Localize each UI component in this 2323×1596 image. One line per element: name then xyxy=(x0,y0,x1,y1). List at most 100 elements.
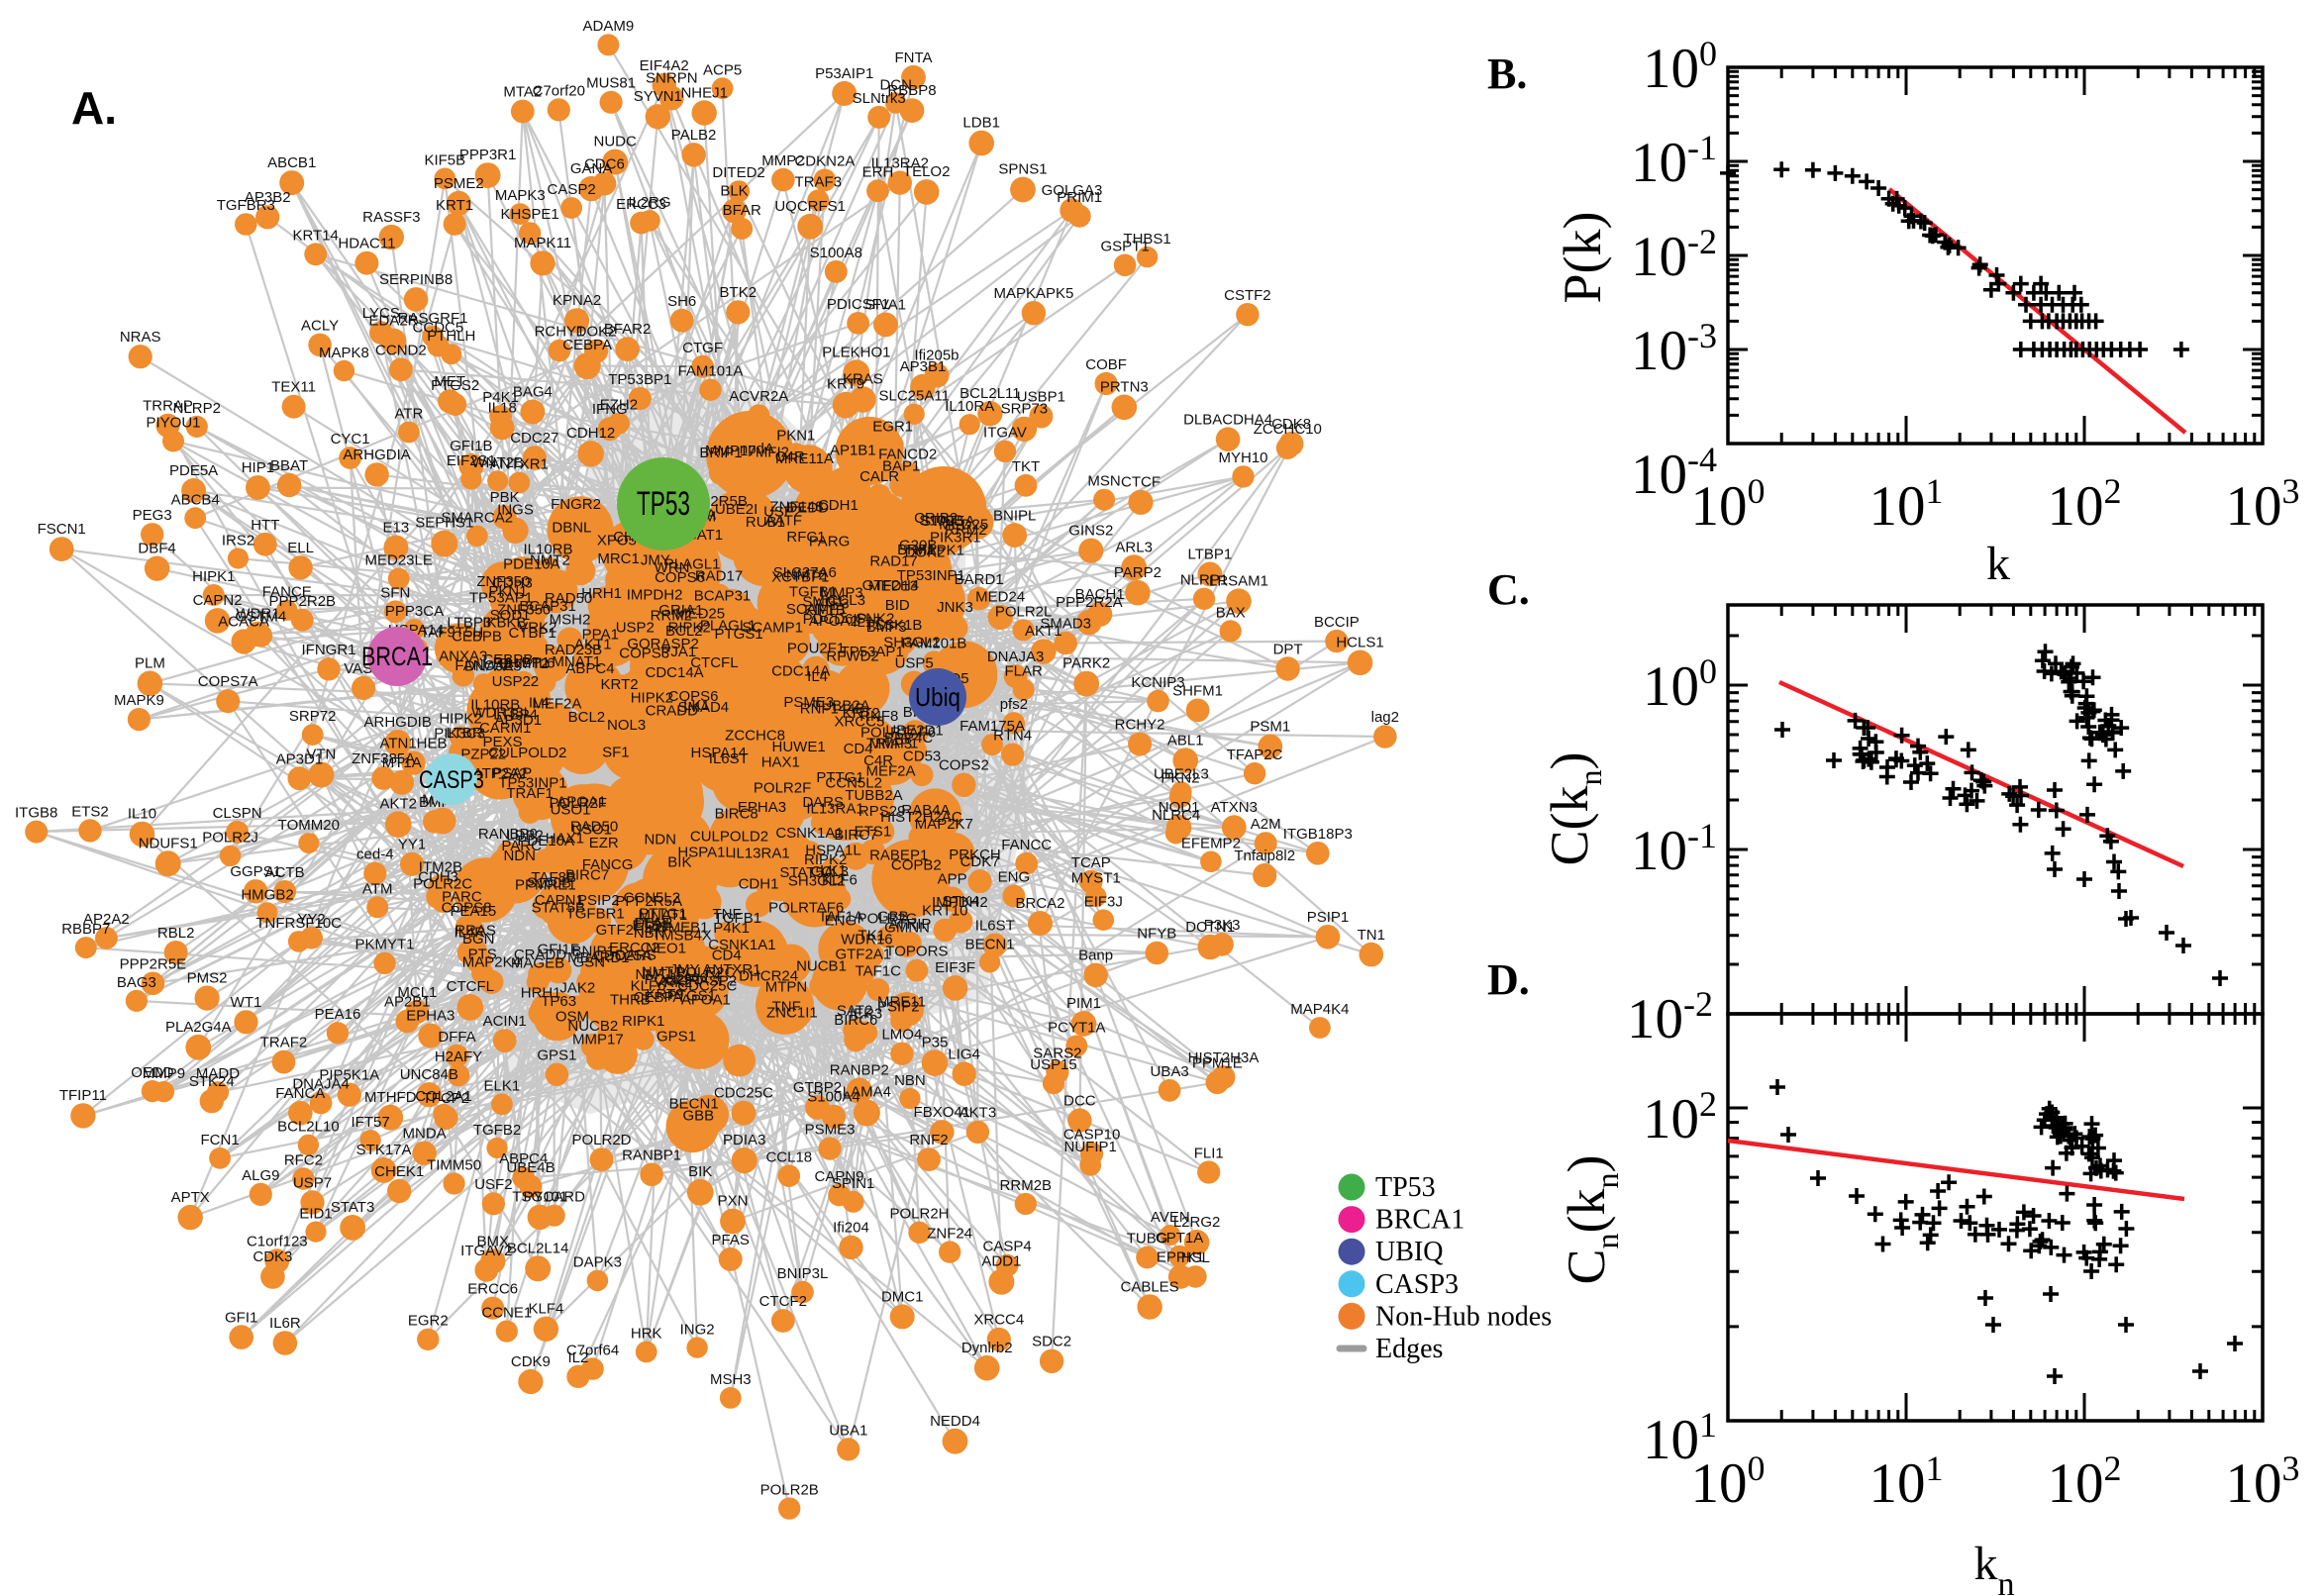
svg-text:RCHY2: RCHY2 xyxy=(1115,717,1165,734)
svg-text:UBE2D1: UBE2D1 xyxy=(885,723,943,740)
svg-text:IL13RA2: IL13RA2 xyxy=(871,154,929,171)
svg-text:COPS6: COPS6 xyxy=(655,569,705,586)
svg-text:BCL2: BCL2 xyxy=(568,709,606,726)
svg-text:EPPK1: EPPK1 xyxy=(1157,1248,1204,1265)
svg-text:EZH2: EZH2 xyxy=(600,397,638,414)
svg-text:LAMA4: LAMA4 xyxy=(843,1084,891,1101)
svg-text:MMP2: MMP2 xyxy=(761,152,804,169)
svg-text:BGN: BGN xyxy=(462,931,495,948)
svg-text:GSPT1: GSPT1 xyxy=(1101,239,1150,255)
svg-text:KRT9: KRT9 xyxy=(827,376,864,393)
svg-text:MAPK9: MAPK9 xyxy=(114,692,164,709)
svg-text:KLF6: KLF6 xyxy=(822,872,858,889)
svg-text:KRT2: KRT2 xyxy=(601,676,639,693)
svg-text:UBE4B: UBE4B xyxy=(506,1159,555,1176)
svg-text:TRAF1: TRAF1 xyxy=(506,785,554,802)
svg-text:PSAP: PSAP xyxy=(492,765,532,782)
svg-text:NMT1: NMT1 xyxy=(635,966,675,983)
svg-text:G20B: G20B xyxy=(899,537,937,553)
svg-text:DNAJA3: DNAJA3 xyxy=(464,657,522,674)
svg-text:MCL1: MCL1 xyxy=(397,984,437,1001)
svg-text:PSME3: PSME3 xyxy=(783,694,834,711)
svg-text:INGS: INGS xyxy=(497,502,534,519)
svg-text:DARS: DARS xyxy=(802,794,844,811)
svg-text:CDH3: CDH3 xyxy=(492,574,533,591)
svg-text:WDR33L: WDR33L xyxy=(471,705,532,722)
svg-text:COPS8: COPS8 xyxy=(442,900,492,917)
svg-text:102: 102 xyxy=(2048,471,2122,538)
svg-text:ZCCHC8: ZCCHC8 xyxy=(725,728,785,745)
svg-text:SNK2: SNK2 xyxy=(856,611,894,628)
svg-text:RRM2: RRM2 xyxy=(651,608,693,625)
svg-text:ETS1: ETS1 xyxy=(855,824,892,841)
svg-text:SPIN1: SPIN1 xyxy=(832,1175,874,1192)
svg-text:BFAR: BFAR xyxy=(723,202,761,219)
svg-text:CDH12: CDH12 xyxy=(566,425,615,442)
svg-text:KRT14: KRT14 xyxy=(292,227,338,244)
svg-text:ARHGDIB: ARHGDIB xyxy=(364,714,432,731)
svg-text:ELL: ELL xyxy=(287,540,314,556)
svg-text:PSME3: PSME3 xyxy=(805,1122,856,1139)
svg-text:103: 103 xyxy=(2226,1448,2300,1515)
svg-text:PIK3R1: PIK3R1 xyxy=(930,530,981,547)
svg-text:BNIP3L: BNIP3L xyxy=(777,1265,829,1282)
svg-text:DNAJA3: DNAJA3 xyxy=(987,648,1045,665)
svg-text:XRCC4: XRCC4 xyxy=(973,1312,1024,1329)
svg-text:Banp: Banp xyxy=(1078,948,1113,964)
svg-text:RRM2B: RRM2B xyxy=(1000,1177,1053,1194)
svg-text:MET: MET xyxy=(434,373,465,390)
svg-text:USBP1: USBP1 xyxy=(1017,389,1065,406)
svg-text:C1orf123: C1orf123 xyxy=(247,1233,308,1249)
svg-text:SMG1: SMG1 xyxy=(802,594,845,611)
svg-text:PTGS1: PTGS1 xyxy=(715,626,763,643)
svg-text:USP5: USP5 xyxy=(895,655,934,672)
svg-text:ADAM9: ADAM9 xyxy=(583,18,635,35)
svg-text:FANCC: FANCC xyxy=(1001,837,1052,853)
svg-text:NMT2: NMT2 xyxy=(786,567,827,584)
svg-text:Ifi205b: Ifi205b xyxy=(914,348,959,364)
svg-text:MAP2K4: MAP2K4 xyxy=(462,954,521,971)
svg-text:GBB: GBB xyxy=(877,909,909,926)
svg-text:HRH1: HRH1 xyxy=(581,585,622,602)
svg-text:FSCN1: FSCN1 xyxy=(38,521,86,538)
svg-text:PSIP2: PSIP2 xyxy=(877,998,920,1015)
svg-text:LDB1: LDB1 xyxy=(962,115,1000,132)
svg-text:MAGEB: MAGEB xyxy=(511,955,564,972)
svg-text:TKT: TKT xyxy=(1012,458,1040,475)
svg-text:ITGAV2: ITGAV2 xyxy=(460,1243,512,1259)
svg-text:BECN1: BECN1 xyxy=(965,936,1015,952)
svg-text:DCN: DCN xyxy=(879,76,912,93)
svg-text:CULPOLD2: CULPOLD2 xyxy=(690,829,768,846)
svg-text:RAD17: RAD17 xyxy=(869,553,917,570)
svg-text:STK17A: STK17A xyxy=(356,1142,412,1158)
svg-text:PPP2R2B: PPP2R2B xyxy=(269,593,337,610)
svg-text:ACACA: ACACA xyxy=(218,613,269,630)
svg-text:SH6: SH6 xyxy=(667,293,696,310)
svg-text:BRCA1: BRCA1 xyxy=(361,642,433,671)
svg-text:RANBP2: RANBP2 xyxy=(830,1062,889,1079)
svg-text:TGFB1: TGFB1 xyxy=(789,584,837,601)
svg-text:IFT57: IFT57 xyxy=(352,1114,390,1131)
svg-text:KLF6: KLF6 xyxy=(631,978,666,995)
svg-text:ITGB8: ITGB8 xyxy=(15,805,57,822)
svg-text:SIVA1: SIVA1 xyxy=(865,297,906,314)
svg-text:IL4: IL4 xyxy=(807,668,828,685)
svg-text:LTBR: LTBR xyxy=(446,725,482,742)
svg-text:MAPKAPK5: MAPKAPK5 xyxy=(993,285,1073,302)
svg-text:GTF2A1: GTF2A1 xyxy=(835,947,891,963)
svg-text:RIPK1: RIPK1 xyxy=(622,1013,664,1030)
svg-text:AP3B1: AP3B1 xyxy=(900,358,947,375)
svg-text:POLR2F: POLR2F xyxy=(550,795,607,812)
svg-text:NDN: NDN xyxy=(644,831,676,848)
svg-text:PPP2R5A: PPP2R5A xyxy=(615,893,682,910)
svg-text:P35: P35 xyxy=(922,1034,949,1050)
svg-text:USF2: USF2 xyxy=(474,1176,512,1193)
svg-text:CDH3: CDH3 xyxy=(418,868,458,885)
svg-text:BRIP1: BRIP1 xyxy=(699,445,742,461)
svg-text:PPP2R2A: PPP2R2A xyxy=(1056,594,1123,611)
svg-text:TAF8B: TAF8B xyxy=(531,869,576,886)
svg-text:CTGF: CTGF xyxy=(682,340,723,356)
svg-text:SNRPN: SNRPN xyxy=(646,70,698,87)
svg-text:ANXA3: ANXA3 xyxy=(439,648,487,665)
svg-text:CRADD: CRADD xyxy=(646,703,699,720)
